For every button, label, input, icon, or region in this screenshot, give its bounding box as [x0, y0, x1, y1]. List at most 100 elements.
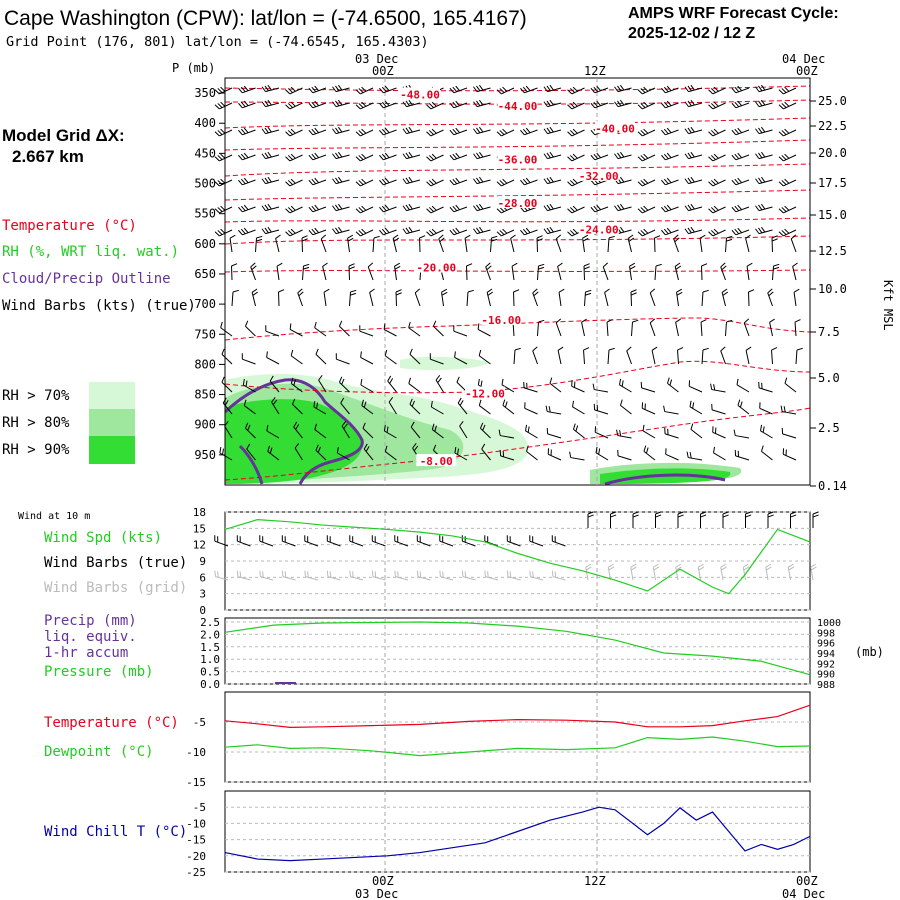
- wind-barb: [476, 229, 491, 235]
- wind-barb-feather: [261, 205, 266, 211]
- wind-barb: [557, 266, 562, 281]
- wind-barb-feather: [663, 228, 669, 235]
- forecast-cycle-value: 2025-12-02 / 12 Z: [628, 25, 755, 42]
- wind-barb: [735, 154, 750, 161]
- wind-barb-feather: [713, 446, 716, 453]
- wind-barb-feather: [569, 451, 572, 458]
- wind-barb-feather: [214, 231, 220, 237]
- wind-barb-feather: [689, 400, 692, 407]
- wind-barb: [651, 350, 656, 365]
- wind-barb-feather: [383, 424, 386, 432]
- wind-barb-feather: [596, 152, 602, 159]
- height-tick: 17.5: [818, 176, 847, 190]
- wind-barb-feather: [666, 204, 672, 211]
- wind-barb: [433, 325, 444, 337]
- wind-barb-feather: [567, 89, 573, 95]
- wind-barb: [783, 102, 797, 110]
- wind-barb-feather: [437, 377, 442, 384]
- contour-label: -48.00: [400, 88, 440, 101]
- wind-barb-feather: [598, 448, 601, 455]
- wind-barb-feather: [261, 178, 266, 184]
- windchill-tick: -15: [186, 834, 206, 847]
- contour-label-bg: [416, 454, 457, 467]
- wind-barb-feather: [632, 514, 639, 518]
- wind-barb-feather: [734, 128, 740, 135]
- wind-barb-feather: [699, 234, 706, 239]
- wind-barb: [312, 229, 327, 236]
- wind-barb-feather: [567, 181, 573, 187]
- wind-barb: [388, 401, 397, 415]
- wind-barb-feather: [675, 265, 682, 270]
- wind-barb: [242, 179, 256, 186]
- wind-barb-feather: [713, 205, 719, 211]
- pressure-tick: 450: [194, 146, 216, 160]
- wind10m-title: Wind at 10 m: [18, 511, 90, 522]
- wind-barb-feather: [645, 447, 649, 454]
- wind-barb-feather: [767, 514, 774, 518]
- wind-barb-feather: [522, 178, 528, 185]
- wind-barb: [642, 206, 656, 214]
- wind-barb-feather: [587, 514, 594, 518]
- wind-barb: [409, 353, 421, 365]
- wind-barb-feather: [402, 128, 407, 134]
- wind-barb-feather: [482, 424, 486, 431]
- wind-barb-feather: [758, 100, 763, 107]
- wind-barb-feather: [590, 102, 596, 109]
- wind-barb: [642, 407, 656, 415]
- wind-barb-feather: [640, 180, 646, 185]
- wind-barb: [765, 567, 769, 581]
- wind-barb-feather: [687, 85, 692, 92]
- wind-barb: [314, 327, 327, 337]
- precip-label-accum: 1-hr accum: [44, 645, 128, 661]
- wind-barb: [383, 179, 397, 186]
- wind-barb-feather: [402, 153, 407, 159]
- wind-barb: [369, 292, 374, 307]
- wind-barb-feather: [734, 86, 740, 93]
- wind-barb: [690, 428, 703, 439]
- wind-barb-feather: [502, 178, 508, 184]
- wind-barb-feather: [607, 563, 614, 568]
- wind-barb: [406, 229, 421, 235]
- wind-barb: [760, 430, 773, 439]
- wind-barb-feather: [452, 86, 458, 93]
- wind-barb: [360, 229, 374, 237]
- wind-barb: [617, 154, 632, 160]
- wind-barb: [688, 206, 703, 212]
- wind-barb: [476, 179, 491, 185]
- wind-barb-feather: [617, 204, 622, 211]
- wind-barb-feather: [787, 563, 794, 568]
- wind-barb-feather: [710, 103, 716, 108]
- wind-barb-feather: [620, 84, 625, 91]
- wind-barb-feather: [567, 104, 573, 110]
- wind-barb: [581, 322, 585, 337]
- wind-barb: [383, 154, 397, 161]
- wind-barb-feather: [405, 152, 410, 159]
- wind-barb-feather: [810, 563, 817, 568]
- wind-barb: [712, 154, 726, 162]
- wind-barb: [476, 87, 491, 93]
- wind-barb-feather: [620, 226, 625, 233]
- wind-barb-feather: [383, 323, 386, 330]
- wind-barb-feather: [617, 85, 622, 92]
- wind-barb-feather: [361, 178, 367, 184]
- wind-barb: [292, 403, 303, 415]
- wind-barb-feather: [358, 130, 364, 135]
- wind-barb: [547, 206, 562, 212]
- wind-barb: [631, 321, 633, 337]
- wind-barb-feather: [708, 156, 714, 162]
- wind-barb-feather: [449, 129, 455, 136]
- wind-barb-feather: [767, 511, 774, 515]
- wind-barb-feather: [758, 85, 763, 92]
- wind-barb: [689, 385, 703, 393]
- wind-barb-feather: [546, 204, 551, 211]
- wind-barb-feather: [360, 351, 362, 358]
- wind-barb-feather: [551, 570, 554, 577]
- wind-barb: [260, 576, 274, 581]
- wind-barb-feather: [240, 205, 246, 212]
- wind-barb: [620, 404, 632, 415]
- wind-barb: [501, 384, 515, 393]
- wind-barb-feather: [473, 205, 478, 211]
- wind-barb-feather: [431, 178, 437, 184]
- wind-barb-feather: [778, 89, 784, 95]
- wind-barb-feather: [311, 228, 317, 235]
